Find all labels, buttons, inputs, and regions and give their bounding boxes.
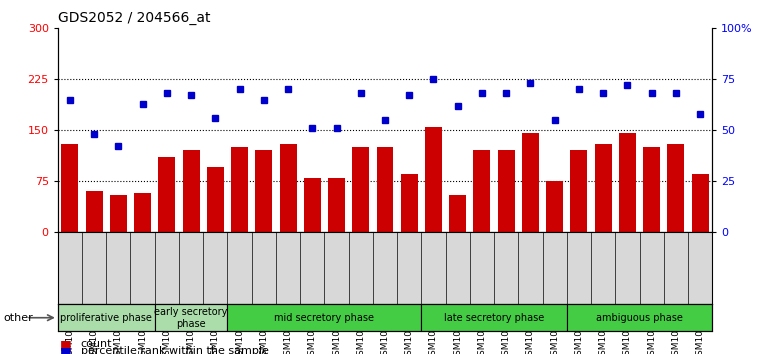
Bar (58, 304, 155, 331)
Bar (353, 147, 370, 232)
Bar (449, 195, 466, 232)
Text: proliferative phase: proliferative phase (60, 313, 152, 323)
Bar (619, 133, 636, 232)
Text: mid secretory phase: mid secretory phase (274, 313, 374, 323)
Bar (110, 195, 127, 232)
Text: GDS2052 / 204566_at: GDS2052 / 204566_at (58, 11, 210, 24)
Bar (474, 150, 490, 232)
Text: percentile rank within the sample: percentile rank within the sample (81, 346, 269, 354)
Text: ambiguous phase: ambiguous phase (596, 313, 683, 323)
Bar (594, 144, 611, 232)
Bar (256, 150, 273, 232)
Bar (328, 178, 345, 232)
Bar (571, 150, 588, 232)
Bar (304, 178, 321, 232)
Bar (421, 304, 567, 331)
Bar (643, 147, 660, 232)
Bar (182, 150, 199, 232)
Bar (280, 144, 296, 232)
Bar (155, 304, 227, 331)
Bar (668, 144, 685, 232)
Bar (159, 157, 176, 232)
Bar (522, 133, 539, 232)
Text: early secretory
phase: early secretory phase (155, 307, 228, 329)
Text: ■: ■ (60, 338, 72, 350)
Bar (546, 181, 563, 232)
Bar (567, 304, 712, 331)
Bar (207, 167, 224, 232)
Text: other: other (4, 313, 34, 322)
Bar (85, 191, 102, 232)
Bar (227, 304, 421, 331)
Bar (231, 147, 248, 232)
Text: ■: ■ (60, 345, 72, 354)
Bar (425, 127, 442, 232)
Bar (134, 193, 151, 232)
Bar (400, 174, 417, 232)
Bar (377, 147, 393, 232)
Bar (691, 174, 708, 232)
Text: count: count (81, 339, 112, 349)
Text: late secretory phase: late secretory phase (444, 313, 544, 323)
Bar (62, 144, 79, 232)
Bar (497, 150, 514, 232)
